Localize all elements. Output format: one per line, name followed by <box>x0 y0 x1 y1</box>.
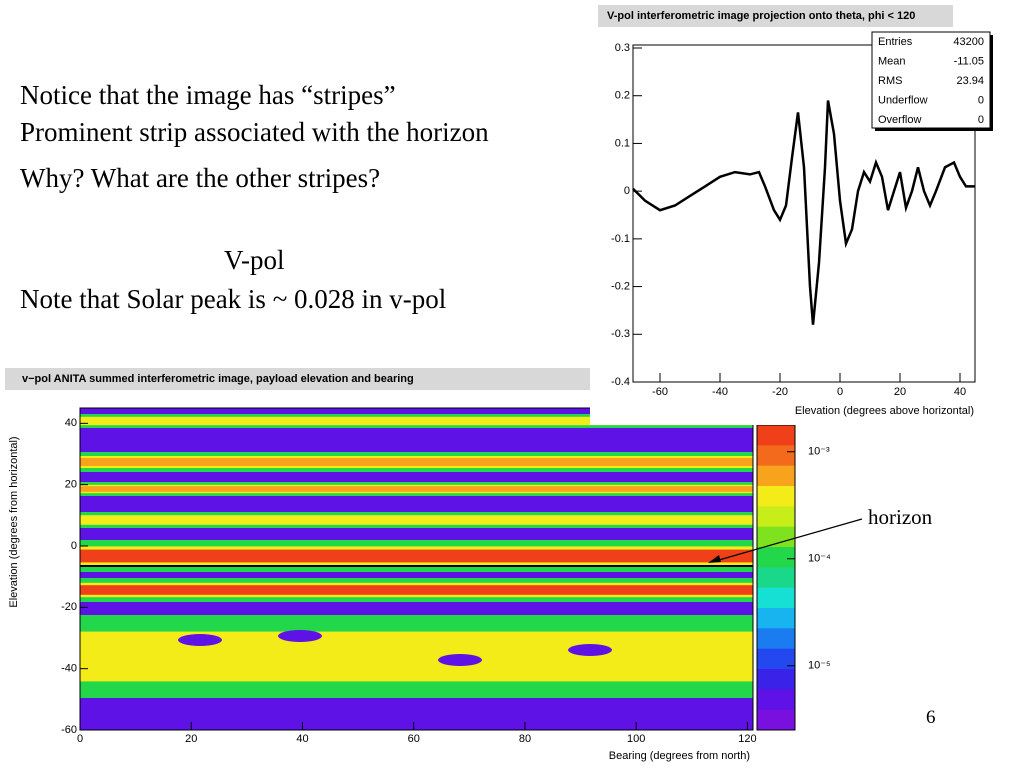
y-tick-label: -40 <box>61 663 77 675</box>
plot-frame <box>632 44 976 383</box>
x-tick-label: 20 <box>894 386 906 398</box>
image-hole <box>178 634 222 646</box>
x-tick-label: 40 <box>954 386 966 398</box>
colorbar-block <box>757 709 795 731</box>
colorbar-block <box>757 567 795 589</box>
x-axis-label: Elevation (degrees above horizontal) <box>795 405 974 417</box>
slide-line: Why? What are the other stripes? <box>20 163 381 193</box>
title-bar <box>598 5 953 27</box>
y-tick-label: -0.1 <box>611 233 630 245</box>
colorbar-block <box>757 506 795 528</box>
colorbar-block <box>757 587 795 609</box>
data-line <box>632 100 975 325</box>
y-tick-label: 20 <box>65 479 77 491</box>
chart-title: v−pol ANITA summed interferometric image… <box>22 373 414 385</box>
colorbar-block <box>757 689 795 711</box>
arrow-head <box>708 555 721 563</box>
colorbar-block <box>757 526 795 548</box>
y-tick-label: 0 <box>71 540 77 552</box>
stats-value: -11.05 <box>954 55 984 67</box>
slide-line: Prominent strip associated with the hori… <box>20 117 489 147</box>
y-tick-label: 0.2 <box>615 90 630 102</box>
x-tick-label: 20 <box>185 733 197 745</box>
y-axis-label: Elevation (degrees from horizontal) <box>8 436 20 607</box>
chart-title: V-pol interferometric image projection o… <box>607 10 915 22</box>
x-tick-label: -60 <box>652 386 668 398</box>
x-tick-label: 80 <box>519 733 531 745</box>
image-hole <box>438 654 482 666</box>
image-band <box>80 515 753 525</box>
stats-key: Entries <box>878 36 913 48</box>
stats-key: Mean <box>878 55 906 67</box>
slide-line: Notice that the image has “stripes” <box>20 80 396 110</box>
stats-key: Overflow <box>878 114 921 126</box>
colorbar-block <box>757 445 795 467</box>
image-band <box>80 458 753 466</box>
stats-key: Underflow <box>878 94 928 106</box>
image-band <box>80 549 753 563</box>
x-tick-label: -20 <box>772 386 788 398</box>
stats-key: RMS <box>878 75 902 87</box>
stats-value: 23.94 <box>956 75 984 87</box>
colorbar-tick-label: 10⁻⁴ <box>808 553 831 565</box>
plot-frame <box>79 407 754 731</box>
colorbar-block <box>757 628 795 650</box>
y-tick-label: -60 <box>61 724 77 736</box>
y-tick-label: -20 <box>61 601 77 613</box>
annotation-arrow <box>711 518 863 563</box>
x-tick-label: 40 <box>296 733 308 745</box>
image-hole <box>278 630 322 642</box>
colorbar-block <box>757 486 795 507</box>
x-tick-label: 100 <box>627 733 645 745</box>
title-bar <box>5 368 590 390</box>
image-hole <box>568 644 612 656</box>
colorbar-block <box>757 425 795 446</box>
stats-value: 43200 <box>953 36 984 48</box>
page-number: 6 <box>926 707 936 728</box>
image-band <box>80 416 753 426</box>
stats-value: 0 <box>978 114 984 126</box>
y-tick-label: -0.2 <box>611 280 630 292</box>
image-band <box>80 486 753 492</box>
y-tick-label: 40 <box>65 417 77 429</box>
annotation: horizon <box>868 505 933 529</box>
colorbar-tick-label: 10⁻³ <box>808 446 830 458</box>
y-tick-label: -0.4 <box>611 376 630 388</box>
stats-value: 0 <box>978 94 984 106</box>
stats-box <box>871 31 991 129</box>
x-tick-label: 60 <box>408 733 420 745</box>
slide-line: Note that Solar peak is ~ 0.028 in v-pol <box>20 284 447 314</box>
colorbar-tick-label: 10⁻⁵ <box>808 660 831 672</box>
image-band <box>80 585 753 595</box>
colorbar-block <box>757 669 795 690</box>
x-tick-label: -40 <box>712 386 728 398</box>
y-tick-label: 0.3 <box>615 42 630 54</box>
x-tick-label: 0 <box>837 386 843 398</box>
colorbar-block <box>757 547 795 568</box>
colorbar-block <box>757 608 795 629</box>
y-tick-label: 0 <box>624 185 630 197</box>
y-tick-label: -0.3 <box>611 328 630 340</box>
x-tick-label: 0 <box>77 733 83 745</box>
slide-line: V-pol <box>224 245 285 275</box>
y-tick-label: 0.1 <box>615 137 630 149</box>
colorbar-block <box>757 648 795 670</box>
x-tick-label: 120 <box>738 733 756 745</box>
x-axis-label: Bearing (degrees from north) <box>609 750 750 762</box>
colorbar-block <box>757 465 795 487</box>
